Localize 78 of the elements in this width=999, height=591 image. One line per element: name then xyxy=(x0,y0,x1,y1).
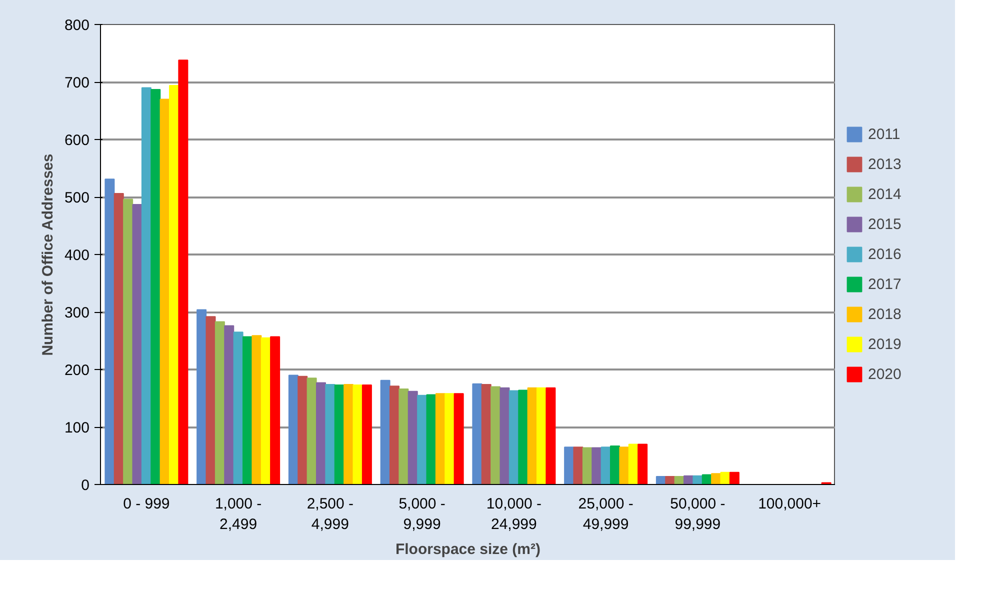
bar xyxy=(546,387,556,484)
y-tick-label: 100 xyxy=(64,420,90,436)
y-tick-label: 200 xyxy=(64,362,90,379)
legend-label: 2011 xyxy=(868,126,900,142)
bar xyxy=(288,374,298,484)
bar xyxy=(344,384,354,484)
bar xyxy=(408,390,418,484)
bar xyxy=(426,394,436,484)
y-tick-label: 700 xyxy=(64,74,90,92)
legend-label: 2020 xyxy=(868,366,902,382)
bar xyxy=(169,84,179,484)
bar xyxy=(178,60,188,484)
legend-label: 2016 xyxy=(868,246,902,262)
bar xyxy=(665,476,676,484)
y-tick-label: 800 xyxy=(64,17,90,34)
bar xyxy=(114,193,124,484)
bar xyxy=(720,472,730,484)
bar xyxy=(316,382,326,484)
bar xyxy=(352,384,363,484)
bar xyxy=(150,88,161,484)
y-tick-label: 300 xyxy=(64,304,90,322)
x-tick-label: 25,000 - 49,999 xyxy=(578,496,634,533)
x-tick-label: 5,000 - 9,999 xyxy=(398,496,446,533)
bar xyxy=(454,393,464,484)
bar xyxy=(398,388,409,484)
bar xyxy=(619,446,630,484)
bar xyxy=(638,444,648,484)
bar xyxy=(380,380,390,484)
legend-label: 2018 xyxy=(868,306,902,322)
bar xyxy=(224,325,234,484)
bar xyxy=(325,384,336,484)
y-axis-title: Number of Office Addresses xyxy=(39,154,56,356)
legend-label: 2013 xyxy=(868,156,902,172)
bar xyxy=(729,472,740,484)
bar xyxy=(160,98,170,484)
bar xyxy=(435,393,446,484)
bar xyxy=(472,383,482,484)
bar xyxy=(196,309,207,484)
y-tick-label: 0 xyxy=(81,477,90,494)
x-tick-label: 50,000 - 99,999 xyxy=(670,496,726,533)
y-tick-label: 400 xyxy=(64,247,90,264)
x-tick-label: 0 - 999 xyxy=(123,496,170,512)
x-axis-title: Floorspace size (m²) xyxy=(395,540,541,558)
bar xyxy=(233,332,244,484)
bar xyxy=(306,378,317,484)
bar xyxy=(252,335,262,484)
bar xyxy=(132,204,142,484)
bar xyxy=(362,384,372,484)
bar xyxy=(444,393,455,484)
legend-label: 2017 xyxy=(868,276,902,292)
bar xyxy=(481,384,492,484)
legend-label: 2019 xyxy=(868,336,902,352)
y-tick-label: 500 xyxy=(64,190,90,206)
legend-label: 2015 xyxy=(868,216,902,232)
bar xyxy=(260,337,271,484)
bar xyxy=(270,336,280,484)
bar xyxy=(527,387,538,484)
bar xyxy=(298,376,308,484)
bar xyxy=(500,387,510,484)
x-tick-label: 1,000 - 2,499 xyxy=(214,496,262,533)
x-tick-label: 2,500 - 4,999 xyxy=(306,496,354,533)
legend-label: 2014 xyxy=(868,186,902,202)
bar xyxy=(390,386,400,484)
bar xyxy=(242,336,252,484)
bar xyxy=(123,198,134,484)
bar xyxy=(214,321,225,484)
bar xyxy=(206,316,216,484)
bar xyxy=(490,386,501,484)
bar xyxy=(592,447,602,484)
bar xyxy=(334,384,344,484)
y-tick-label: 600 xyxy=(64,132,90,149)
bar xyxy=(536,387,546,484)
x-tick-label: 10,000 - 24,999 xyxy=(486,496,542,533)
bar xyxy=(104,178,115,484)
bar xyxy=(518,390,528,484)
x-tick-label: 100,000+ xyxy=(758,496,822,512)
bar xyxy=(573,446,584,484)
bar xyxy=(141,87,152,484)
